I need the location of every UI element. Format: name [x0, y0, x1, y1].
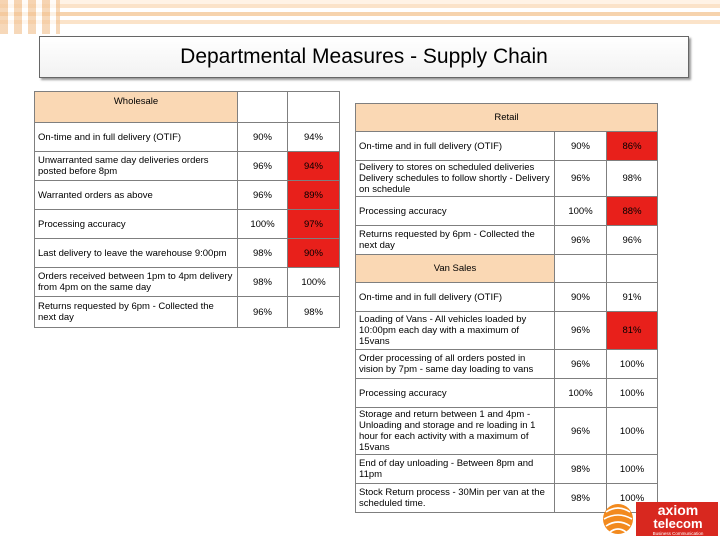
- actual-value: 98%: [287, 296, 340, 328]
- actual-value: 81%: [606, 311, 658, 350]
- logo-tagline: Business Communication: [653, 531, 704, 536]
- target-value: 100%: [554, 196, 607, 226]
- logo-line1: axiom: [658, 502, 698, 518]
- retail-header-row: Retail: [354, 103, 659, 132]
- measure-label: Delivery to stores on scheduled deliveri…: [355, 160, 555, 197]
- actual-value: 100%: [606, 407, 658, 455]
- target-value: 96%: [554, 160, 607, 197]
- actual-value: 97%: [287, 209, 340, 239]
- logo-line2: telecom: [653, 516, 702, 531]
- vansales-header-row: Van Sales: [355, 254, 658, 283]
- wholesale-row: Processing accuracy 100% 97%: [34, 209, 340, 239]
- measure-label: Orders received between 1pm to 4pm deliv…: [34, 267, 238, 297]
- retail-table: Retail On-time and in full delivery (OTI…: [354, 103, 659, 255]
- measure-label: Returns requested by 6pm - Collected the…: [355, 225, 555, 255]
- actual-value: 100%: [606, 378, 658, 408]
- actual-value: 98%: [605, 160, 659, 197]
- retail-row: Delivery to stores on scheduled deliveri…: [355, 160, 659, 197]
- measure-label: On-time and in full delivery (OTIF): [34, 122, 238, 152]
- retail-row: Returns requested by 6pm - Collected the…: [355, 225, 659, 255]
- target-value: 96%: [554, 407, 607, 455]
- target-value: 100%: [554, 378, 607, 408]
- vansales-row: Loading of Vans - All vehicles loaded by…: [355, 311, 658, 350]
- measure-label: End of day unloading - Between 8pm and 1…: [355, 454, 555, 484]
- actual-value: 91%: [606, 282, 658, 312]
- page-title: Departmental Measures - Supply Chain: [180, 45, 548, 68]
- actual-value: 90%: [287, 238, 340, 268]
- vansales-header: Van Sales: [355, 254, 555, 283]
- target-value: 90%: [237, 122, 288, 152]
- retail-header: Retail: [354, 103, 659, 132]
- target-value: 98%: [554, 483, 607, 513]
- empty-cell: [606, 254, 658, 283]
- vansales-row: End of day unloading - Between 8pm and 1…: [355, 454, 658, 484]
- measure-label: Processing accuracy: [355, 378, 555, 408]
- measure-label: Loading of Vans - All vehicles loaded by…: [355, 311, 555, 350]
- actual-value: 89%: [287, 180, 340, 210]
- measure-label: Unwarranted same day deliveries orders p…: [34, 151, 238, 181]
- target-value: 90%: [554, 282, 607, 312]
- target-value: 98%: [554, 454, 607, 484]
- vansales-row: Storage and return between 1 and 4pm - U…: [355, 407, 658, 455]
- actual-value: 94%: [287, 122, 340, 152]
- actual-value: 100%: [287, 267, 340, 297]
- actual-value: 100%: [606, 349, 658, 379]
- target-value: 100%: [237, 209, 288, 239]
- title-box: Departmental Measures - Supply Chain: [39, 36, 689, 78]
- wholesale-row: Last delivery to leave the warehouse 9:0…: [34, 238, 340, 268]
- retail-row: On-time and in full delivery (OTIF) 90% 86…: [355, 131, 659, 161]
- wholesale-row: On-time and in full delivery (OTIF) 90% 94…: [34, 122, 340, 152]
- actual-value: 94%: [287, 151, 340, 181]
- measure-label: On-time and in full delivery (OTIF): [355, 282, 555, 312]
- retail-row: Processing accuracy 100% 88%: [355, 196, 659, 226]
- wholesale-header: Wholesale: [34, 91, 238, 123]
- actual-value: 86%: [605, 131, 659, 161]
- measure-label: Warranted orders as above: [34, 180, 238, 210]
- wholesale-row: Warranted orders as above 96% 89%: [34, 180, 340, 210]
- measure-label: Last delivery to leave the warehouse 9:0…: [34, 238, 238, 268]
- actual-value: 100%: [606, 454, 658, 484]
- empty-cell: [554, 254, 607, 283]
- measure-label: Processing accuracy: [355, 196, 555, 226]
- vansales-row: On-time and in full delivery (OTIF) 90% 91…: [355, 282, 658, 312]
- actual-value: 96%: [605, 225, 659, 255]
- empty-cell: [237, 91, 288, 123]
- measure-label: Stock Return process - 30Min per van at …: [355, 483, 555, 513]
- target-value: 96%: [554, 349, 607, 379]
- target-value: 96%: [237, 296, 288, 328]
- wholesale-row: Returns requested by 6pm - Collected the…: [34, 296, 340, 328]
- target-value: 98%: [237, 238, 288, 268]
- target-value: 96%: [237, 151, 288, 181]
- target-value: 96%: [237, 180, 288, 210]
- target-value: 96%: [554, 225, 607, 255]
- vansales-table: Van Sales On-time and in full delivery (…: [355, 254, 658, 513]
- target-value: 96%: [554, 311, 607, 350]
- axiom-telecom-logo: axiom telecom Business Communication: [603, 502, 718, 536]
- measure-label: Returns requested by 6pm - Collected the…: [34, 296, 238, 328]
- measure-label: Order processing of all orders posted in…: [355, 349, 555, 379]
- vansales-row: Order processing of all orders posted in…: [355, 349, 658, 379]
- wholesale-table: Wholesale On-time and in full delivery (…: [34, 91, 340, 328]
- measure-label: Storage and return between 1 and 4pm - U…: [355, 407, 555, 455]
- target-value: 90%: [554, 131, 607, 161]
- wholesale-row: Orders received between 1pm to 4pm deliv…: [34, 267, 340, 297]
- wholesale-header-row: Wholesale: [34, 91, 340, 123]
- measure-label: On-time and in full delivery (OTIF): [355, 131, 555, 161]
- empty-cell: [287, 91, 340, 123]
- header-decoration: [0, 0, 720, 34]
- vansales-row: Processing accuracy 100% 100%: [355, 378, 658, 408]
- measure-label: Processing accuracy: [34, 209, 238, 239]
- target-value: 98%: [237, 267, 288, 297]
- wholesale-row: Unwarranted same day deliveries orders p…: [34, 151, 340, 181]
- actual-value: 88%: [605, 196, 659, 226]
